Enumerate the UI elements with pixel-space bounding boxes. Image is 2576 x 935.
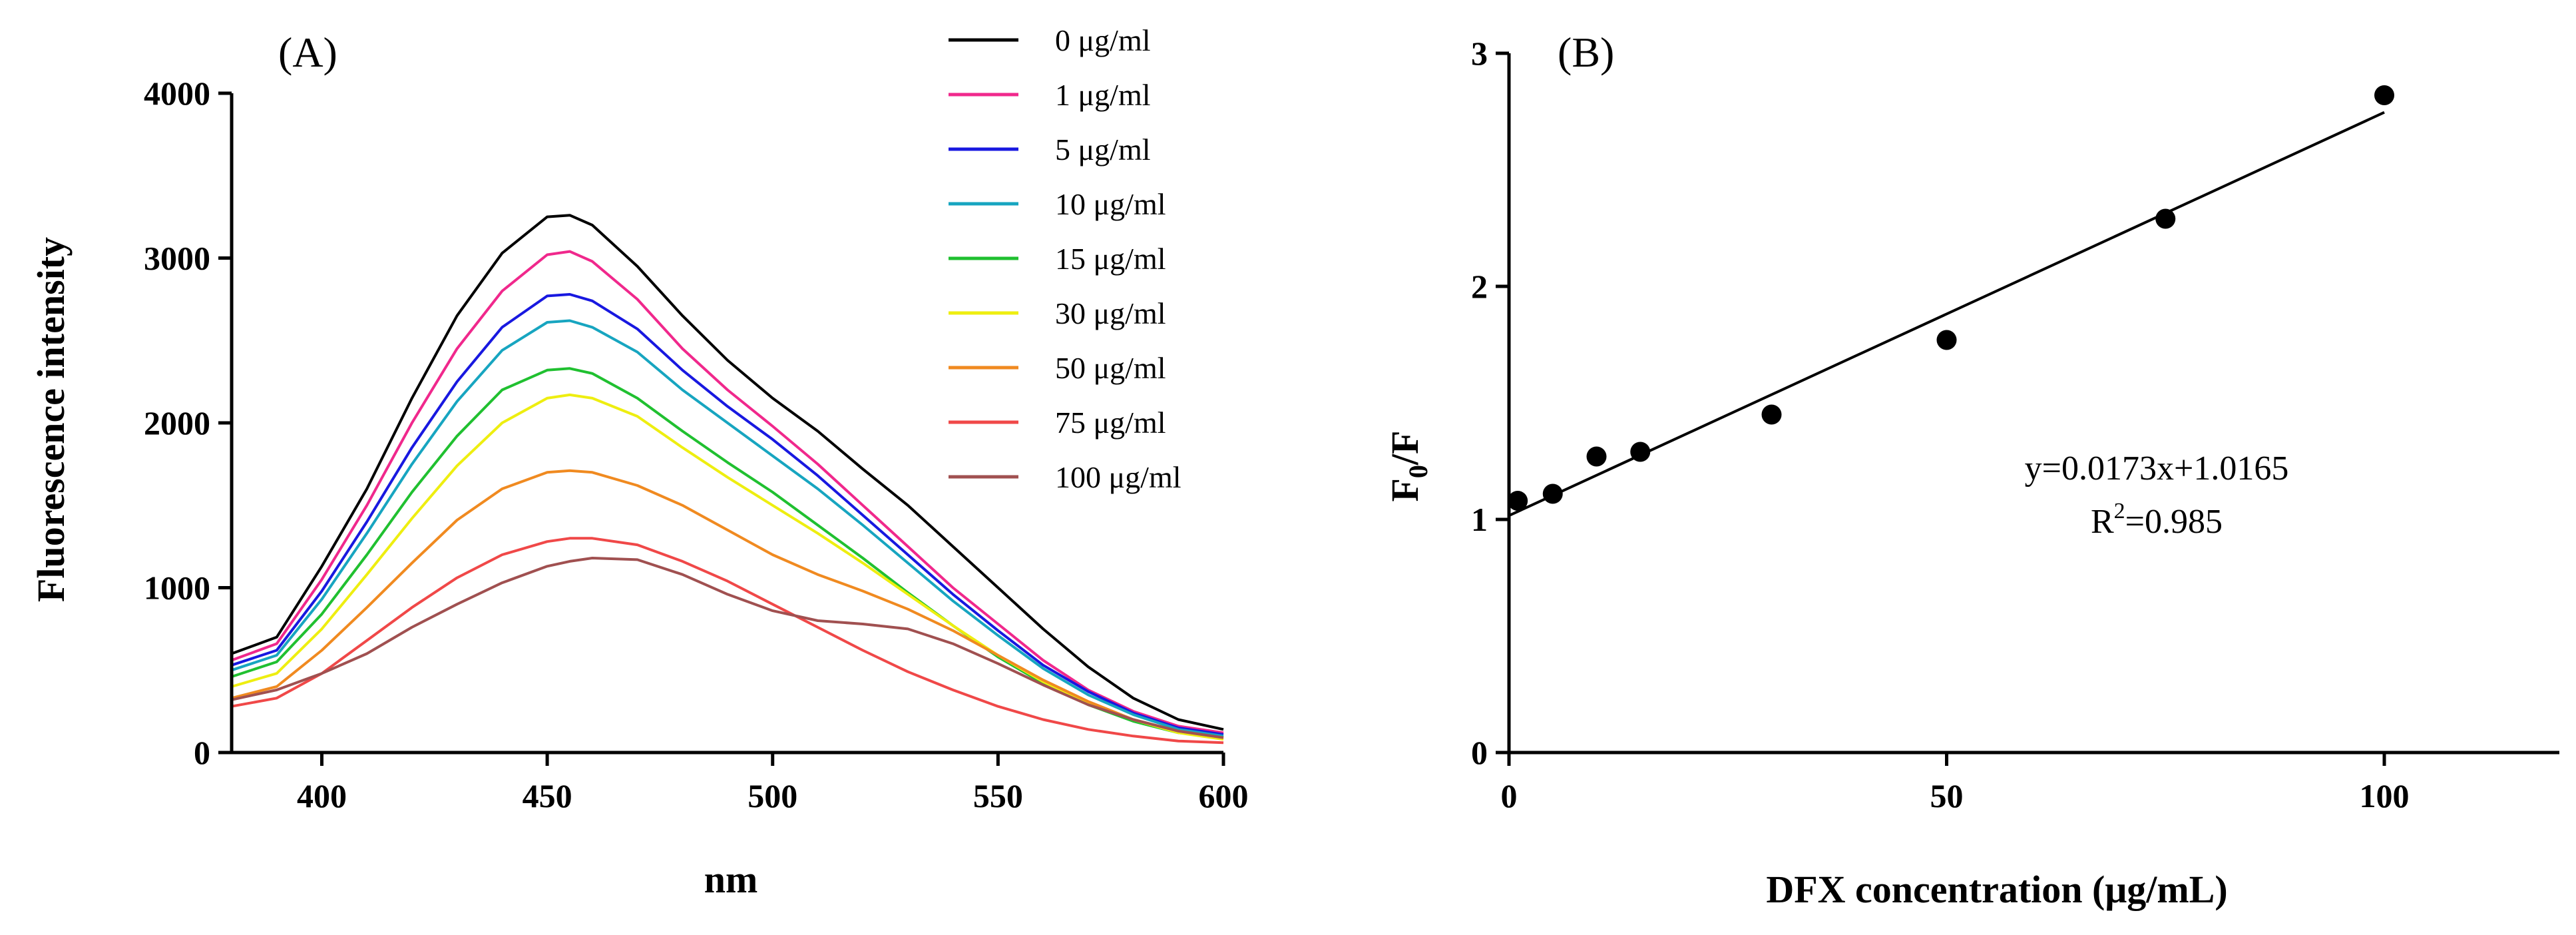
y-tick-label: 2 [1471, 268, 1488, 305]
legend-label-5: 30 μg/ml [1055, 296, 1166, 330]
x-tick-label: 100 [2360, 777, 2410, 814]
x-tick-label: 400 [297, 777, 347, 814]
data-point-2 [1586, 446, 1607, 467]
y-tick-label: 2000 [144, 404, 210, 442]
x-tick-label: 500 [748, 777, 797, 814]
panel-b-axes [1507, 53, 2559, 755]
panel-b-label: (B) [1558, 29, 1614, 76]
x-tick-label: 50 [1930, 777, 1964, 814]
x-tick-label: 550 [973, 777, 1023, 814]
x-tick-label: 450 [523, 777, 572, 814]
y-tick-label: 3 [1471, 35, 1488, 72]
legend-label-7: 75 μg/ml [1055, 406, 1166, 440]
panel-b-x-axis-title: DFX concentration (μg/mL) [1766, 868, 2227, 911]
panel-b-points-group [1508, 85, 2394, 511]
panel-b-y-axis-title-rest: /F [1383, 431, 1426, 466]
series-line-5 [231, 393, 1224, 741]
panel-b-ticks: 0 50 100 0 1 2 3 [1471, 35, 2410, 814]
panel-b-r-squared-rest: =0.985 [2125, 503, 2223, 541]
series-line-6 [231, 469, 1224, 739]
panel-b-r-squared-superscript: 2 [2114, 499, 2125, 523]
series-line-0 [231, 214, 1224, 731]
panel-b-fit-line-group [1508, 111, 2385, 517]
data-point-3 [1630, 442, 1651, 462]
series-line-3 [231, 319, 1224, 738]
y-tick-label: 4000 [144, 75, 210, 112]
data-point-7 [2374, 85, 2394, 105]
y-tick-label: 1 [1471, 501, 1488, 538]
legend-label-3: 10 μg/ml [1055, 187, 1166, 221]
panel-b-y-axis-title: F0/F [1383, 431, 1433, 502]
y-tick-label: 1000 [144, 569, 210, 607]
panel-b-r-squared-main: R [2091, 503, 2114, 541]
legend-label-4: 15 μg/ml [1055, 242, 1166, 276]
legend-label-6: 50 μg/ml [1055, 351, 1166, 385]
legend-label-1: 1 μg/ml [1055, 78, 1151, 112]
panel-a-ticks: 400 450 500 550 600 0 1000 2000 3000 4000 [144, 75, 1249, 814]
legend-label-8: 100 μg/ml [1055, 460, 1181, 494]
panel-b-y-axis-title-subscript: 0 [1403, 465, 1433, 478]
fit-line [1508, 111, 2385, 517]
y-tick-label: 3000 [144, 240, 210, 277]
data-point-6 [2155, 208, 2176, 229]
data-point-5 [1936, 330, 1957, 350]
legend-label-0: 0 μg/ml [1055, 23, 1151, 57]
panel-b-y-axis-title-main: F [1383, 478, 1426, 501]
y-tick-label: 0 [194, 734, 210, 771]
panel-a-series-group [231, 214, 1224, 745]
x-tick-label: 600 [1199, 777, 1249, 814]
series-line-1 [231, 250, 1224, 735]
panel-b-fit-equation: y=0.0173x+1.0165 [2025, 450, 2289, 487]
panel-a-label: (A) [278, 29, 337, 76]
panel-a-y-axis-title: Fluorescence intensity [29, 237, 73, 602]
panel-a-x-axis-title: nm [704, 858, 758, 901]
panel-b-r-squared: R2=0.985 [2091, 499, 2223, 541]
data-point-4 [1761, 404, 1782, 425]
series-line-2 [231, 293, 1224, 736]
panel-a-legend: 0 μg/ml 1 μg/ml 5 μg/ml 10 μg/ml 15 μg/ml 30 … [949, 23, 1181, 494]
x-tick-label: 0 [1501, 777, 1518, 814]
y-tick-label: 0 [1471, 734, 1488, 771]
series-line-7 [231, 537, 1224, 745]
legend-label-2: 5 μg/ml [1055, 133, 1151, 166]
data-point-0 [1508, 491, 1528, 511]
panel-b-calibration-chart: (B) 0 50 100 0 1 2 3 DFX concentration (μg/mL)… [1383, 29, 2559, 911]
series-line-8 [231, 557, 1224, 739]
data-point-1 [1542, 483, 1563, 504]
